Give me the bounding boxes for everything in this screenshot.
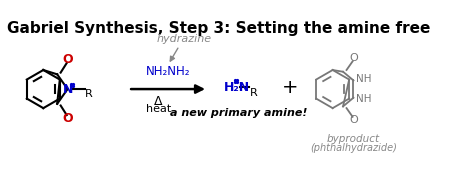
Text: heat: heat: [146, 104, 171, 114]
Text: hydrazine: hydrazine: [157, 34, 212, 44]
Text: N: N: [63, 83, 73, 96]
Text: byproduct: byproduct: [327, 134, 380, 144]
Text: O: O: [62, 112, 73, 125]
Text: R: R: [85, 89, 93, 99]
Text: Δ: Δ: [154, 95, 163, 108]
Text: O: O: [349, 115, 358, 125]
Text: NH: NH: [356, 74, 372, 84]
Text: R: R: [250, 88, 258, 98]
Text: (phthalhydrazide): (phthalhydrazide): [310, 143, 397, 153]
Text: +: +: [282, 78, 299, 97]
Text: O: O: [349, 53, 358, 63]
Text: H₂N: H₂N: [224, 81, 250, 94]
Text: NH: NH: [356, 95, 372, 105]
Text: O: O: [62, 53, 73, 66]
Text: a new primary amine!: a new primary amine!: [170, 108, 308, 118]
Text: Gabriel Synthesis, Step 3: Setting the amine free: Gabriel Synthesis, Step 3: Setting the a…: [7, 21, 430, 37]
Text: NH₂NH₂: NH₂NH₂: [146, 65, 191, 78]
